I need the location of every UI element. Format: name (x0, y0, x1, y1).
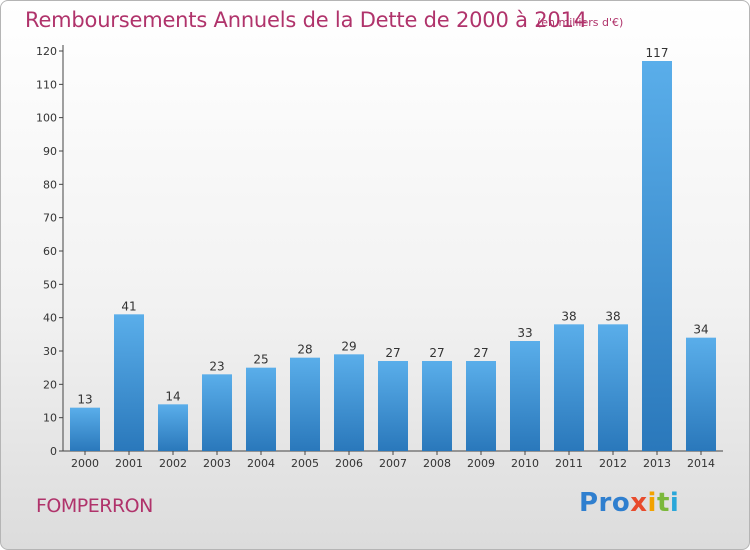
x-tick-label: 2001 (115, 457, 143, 470)
data-label: 29 (341, 339, 356, 353)
data-label: 41 (121, 299, 136, 313)
x-tick-label: 2011 (555, 457, 583, 470)
bar (686, 337, 716, 451)
proxiti-logo[interactable]: Proxiti (579, 488, 679, 518)
chart-data-labels: 13 41 14 23 25 28 29 27 27 27 33 38 38 117 34 (77, 46, 708, 407)
data-label: 117 (646, 46, 669, 60)
x-tick-label: 2012 (599, 457, 627, 470)
y-tick-label: 70 (43, 212, 57, 225)
logo-part: x (630, 488, 648, 518)
x-tick-label: 2005 (291, 457, 319, 470)
y-tick-label: 10 (43, 412, 57, 425)
bar (642, 61, 672, 451)
y-tick-label: 40 (43, 312, 57, 325)
x-tick-label: 2006 (335, 457, 363, 470)
bar (598, 324, 628, 451)
data-label: 25 (253, 353, 268, 367)
bar (202, 374, 232, 451)
x-tick-label: 2007 (379, 457, 407, 470)
data-label: 28 (297, 343, 312, 357)
bar (510, 341, 540, 451)
logo-part: Pro (579, 488, 631, 518)
bar (70, 407, 100, 451)
y-tick-label: 80 (43, 178, 57, 191)
y-tick-label: 110 (36, 78, 57, 91)
x-tick-label: 2002 (159, 457, 187, 470)
commune-name: FOMPERRON (36, 495, 153, 517)
y-tick-label: 30 (43, 345, 57, 358)
y-tick-label: 120 (36, 45, 57, 58)
logo-part: i (669, 488, 680, 518)
x-tick-label: 2013 (643, 457, 671, 470)
chart-subtitle: (en milliers d'€) (537, 16, 624, 29)
x-tick-label: 2010 (511, 457, 539, 470)
logo-part: t (656, 488, 670, 518)
x-tick-label: 2000 (71, 457, 99, 470)
chart-title: Remboursements Annuels de la Dette de 20… (25, 8, 587, 32)
bar (466, 361, 496, 451)
data-label: 13 (77, 393, 92, 407)
y-tick-label: 60 (43, 245, 57, 258)
bar (158, 404, 188, 451)
logo-part: i (647, 488, 657, 518)
bar (334, 354, 364, 451)
x-tick-label: 2014 (687, 457, 715, 470)
y-tick-label: 20 (43, 378, 57, 391)
x-tick-label: 2009 (467, 457, 495, 470)
bar (246, 367, 276, 451)
x-tick-label: 2003 (203, 457, 231, 470)
y-tick-label: 0 (50, 445, 57, 458)
bar (554, 324, 584, 451)
y-tick-label: 50 (43, 278, 57, 291)
bar (290, 357, 320, 451)
data-label: 27 (429, 346, 444, 360)
data-label: 33 (517, 326, 532, 340)
bar (378, 361, 408, 451)
data-label: 14 (165, 389, 180, 403)
data-label: 38 (561, 309, 576, 323)
y-tick-label: 90 (43, 145, 57, 158)
chart-bars (70, 61, 716, 451)
data-label: 23 (209, 359, 224, 373)
x-tick-label: 2004 (247, 457, 275, 470)
bar (422, 361, 452, 451)
bar (114, 314, 144, 451)
y-tick-label: 100 (36, 112, 57, 125)
data-label: 27 (385, 346, 400, 360)
data-label: 34 (693, 323, 708, 337)
chart-axes: 0 10 20 30 40 50 60 70 80 90 100 110 120 2000 2001 2002… (36, 45, 723, 470)
x-tick-label: 2008 (423, 457, 451, 470)
data-label: 27 (473, 346, 488, 360)
data-label: 38 (605, 309, 620, 323)
